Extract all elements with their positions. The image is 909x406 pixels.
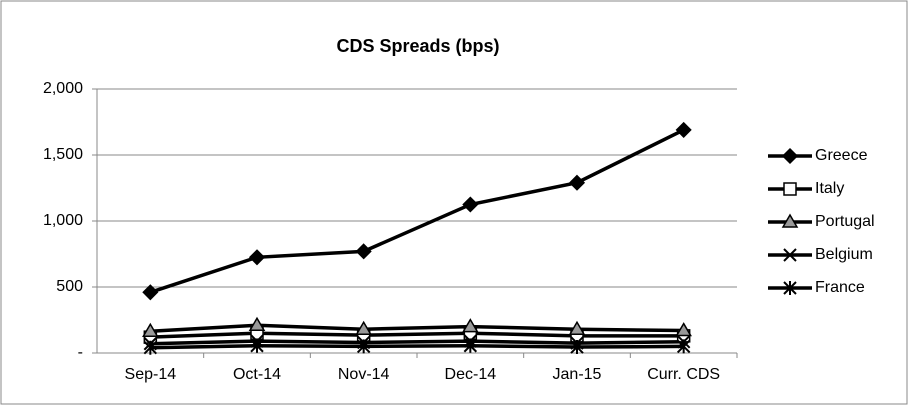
data-point xyxy=(142,284,159,301)
y-tick-label: 1,500 xyxy=(43,146,83,163)
data-point xyxy=(143,340,158,355)
series-line xyxy=(149,128,685,294)
series-line xyxy=(150,331,684,339)
legend-marker xyxy=(783,248,797,262)
y-tick-label: - xyxy=(78,344,83,361)
data-point xyxy=(355,243,372,260)
chart-title: CDS Spreads (bps) xyxy=(336,36,499,56)
data-point xyxy=(142,322,159,337)
data-point xyxy=(675,322,692,337)
legend-label: France xyxy=(815,279,865,296)
data-point xyxy=(570,340,584,355)
legend-label: Belgium xyxy=(815,246,873,263)
x-tick-label: Jan-15 xyxy=(553,366,602,383)
x-tick-label: Dec-14 xyxy=(445,366,497,383)
legend-label: Portugal xyxy=(815,213,875,230)
series-line xyxy=(150,343,684,350)
x-tick-label: Oct-14 xyxy=(233,366,281,383)
data-point xyxy=(675,121,692,138)
legend-label: Greece xyxy=(815,147,868,164)
y-tick-label: 2,000 xyxy=(43,80,83,97)
y-tick-label: 500 xyxy=(56,278,83,295)
data-point xyxy=(250,338,264,353)
legend-marker xyxy=(781,213,799,228)
data-point xyxy=(248,249,266,266)
data-point xyxy=(462,196,479,213)
data-point xyxy=(568,174,586,191)
legend-marker xyxy=(783,281,797,295)
y-tick-label: 1,000 xyxy=(43,212,83,229)
x-tick-label: Nov-14 xyxy=(338,366,390,383)
data-point xyxy=(248,316,266,332)
data-point xyxy=(463,338,478,353)
legend-marker xyxy=(783,182,797,196)
x-tick-label: Sep-14 xyxy=(125,366,177,383)
series-line xyxy=(150,339,684,346)
data-point xyxy=(355,320,372,335)
data-point xyxy=(462,318,479,333)
x-tick-label: Curr. CDS xyxy=(647,366,720,383)
legend-label: Italy xyxy=(815,180,844,197)
data-point xyxy=(356,339,371,354)
series-line xyxy=(150,323,684,333)
legend-marker xyxy=(781,147,799,165)
data-point xyxy=(676,339,691,354)
data-point xyxy=(568,320,586,335)
